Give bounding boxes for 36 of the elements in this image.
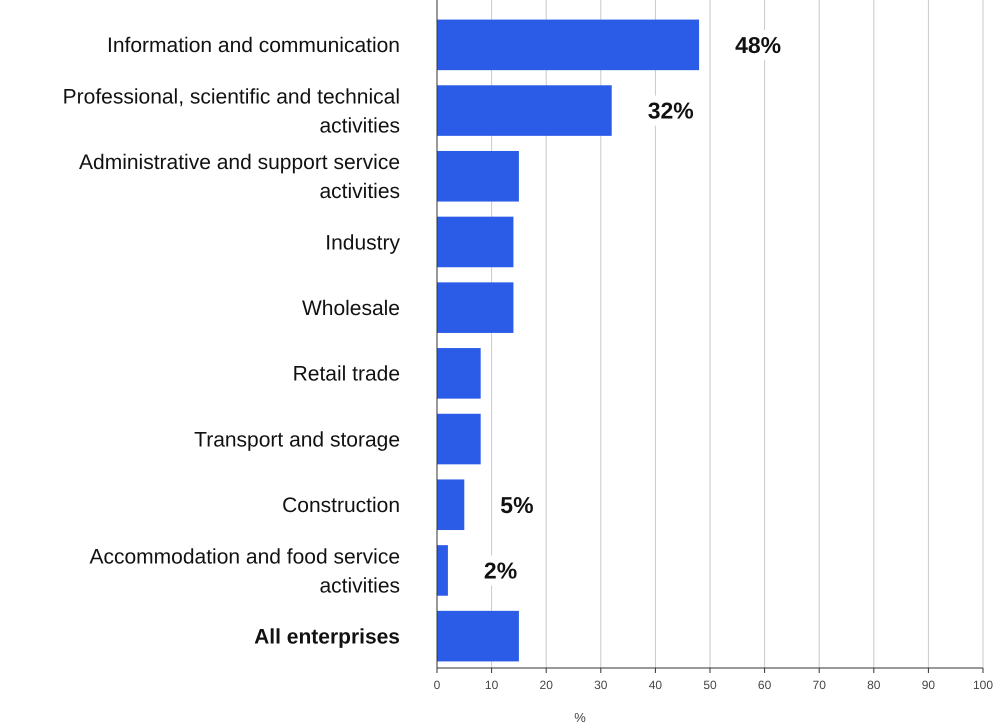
x-tick-label: 20: [540, 678, 554, 692]
x-tick-label: 70: [812, 678, 826, 692]
bar: [437, 20, 700, 70]
data-label: 2%: [484, 557, 518, 584]
data-label: 32%: [648, 98, 694, 124]
bar: [437, 348, 481, 399]
bar: [437, 414, 481, 464]
x-tick-label: 80: [867, 678, 881, 692]
x-tick-label: 30: [594, 678, 608, 692]
x-tick-label: 10: [484, 678, 499, 692]
bar: [437, 545, 448, 596]
bar: [437, 282, 514, 333]
y-tick-label: Construction: [282, 494, 400, 518]
x-tick-label: 90: [922, 678, 936, 692]
x-axis-title: %: [574, 710, 586, 725]
y-tick-label: All enterprises: [254, 625, 400, 648]
y-tick-label: Wholesale: [302, 297, 400, 320]
bar: [437, 610, 519, 662]
x-tick-label: 50: [703, 678, 717, 692]
data-label: 5%: [500, 492, 534, 518]
y-tick-label: Retail trade: [292, 362, 400, 386]
y-tick-label: Information and communication: [107, 34, 400, 58]
x-tick-label: 60: [758, 678, 772, 692]
bar: [437, 216, 514, 268]
bar: [437, 85, 612, 136]
y-tick-label: Accommodation and food service activities: [90, 545, 400, 598]
y-tick-label: Industry: [325, 231, 400, 254]
x-tick-label: 40: [648, 678, 662, 692]
y-tick-label: Professional, scientific and technical activities: [62, 85, 400, 138]
y-tick-label: Transport and storage: [194, 428, 400, 452]
x-tick-label: 100: [972, 678, 994, 692]
x-tick-label: 0: [434, 678, 441, 692]
bar: [437, 479, 464, 530]
data-label: 48%: [735, 32, 782, 58]
y-tick-label: Administrative and support service activities: [79, 151, 400, 204]
bar: [437, 150, 519, 202]
